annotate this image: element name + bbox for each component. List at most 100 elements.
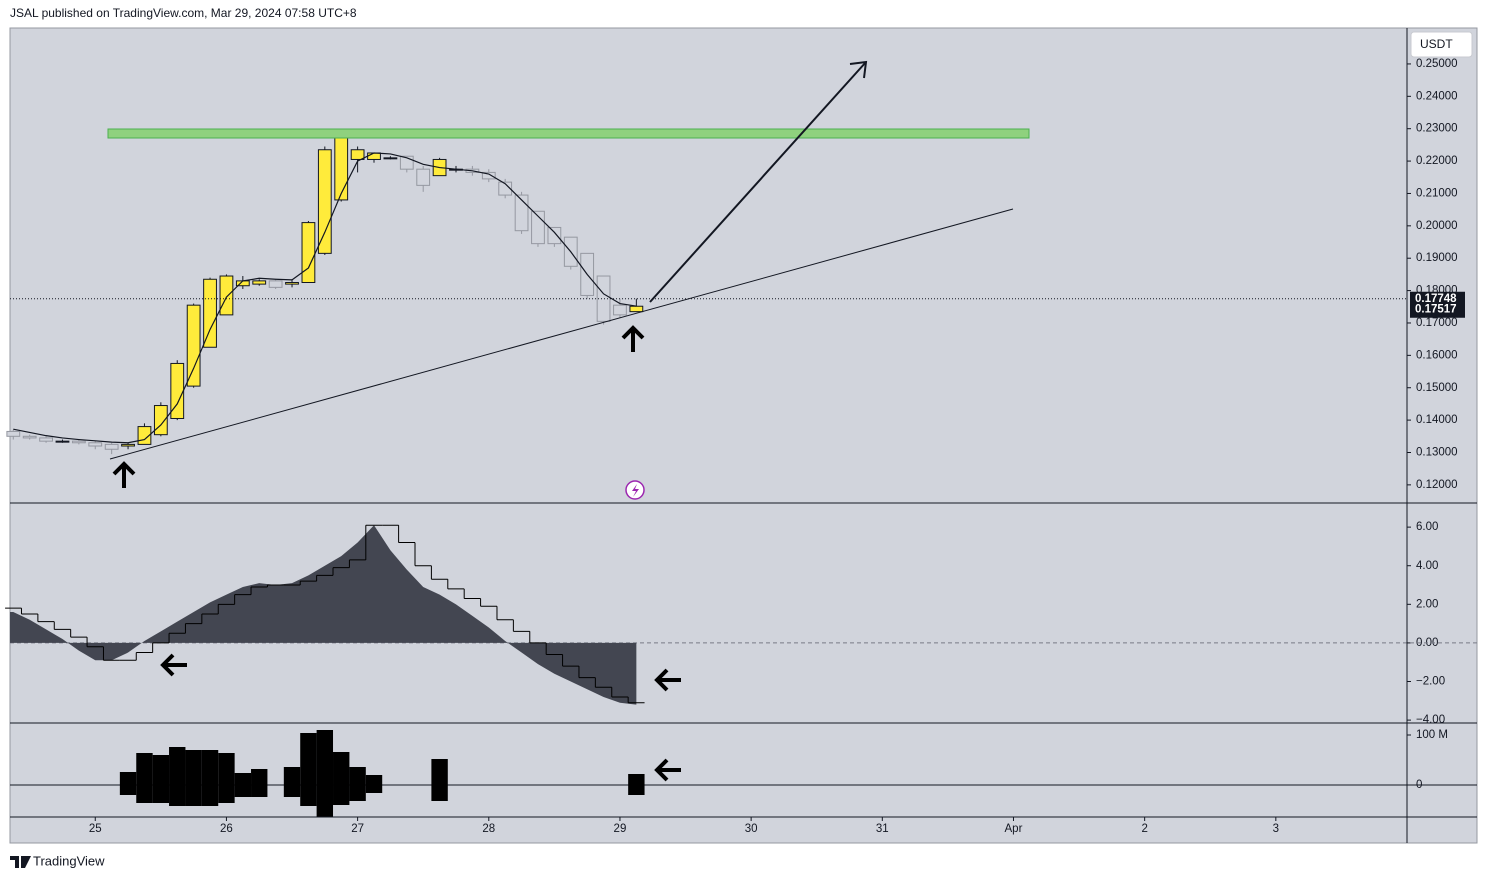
volume-bar	[169, 785, 186, 806]
left-arrow	[654, 668, 681, 692]
up-arrow	[621, 325, 645, 352]
candle-body	[367, 152, 381, 160]
x-tick-label: 25	[89, 823, 102, 835]
candle-body	[203, 278, 217, 348]
y-tick-label: 0.19000	[1416, 252, 1458, 264]
y-tick-label: 0.15000	[1416, 382, 1458, 394]
publish-header: JSAL published on TradingView.com, Mar 2…	[10, 6, 357, 20]
volume-bar	[316, 785, 334, 817]
currency-label: USDT	[1420, 37, 1453, 51]
candle-body	[55, 440, 70, 443]
volume-bar	[365, 775, 383, 785]
candle-body	[6, 430, 21, 437]
candle-body	[104, 443, 119, 450]
price-label: 0.17748	[1415, 293, 1457, 305]
volume-bar	[185, 785, 202, 806]
volume-bar	[628, 774, 645, 785]
candle-body	[268, 280, 283, 288]
candle-body	[121, 443, 135, 447]
y-tick-label: 0.21000	[1416, 187, 1458, 199]
candle-body	[334, 136, 349, 201]
volume-bar	[119, 772, 137, 785]
y-tick-label: −2.00	[1416, 676, 1445, 688]
y-tick-label: 100 M	[1416, 729, 1448, 741]
y-tick-label: 0.25000	[1416, 58, 1458, 70]
x-tick-label: 27	[351, 823, 364, 835]
candle-body	[416, 168, 431, 186]
oscillator-area	[10, 525, 637, 705]
volume-bar	[251, 769, 268, 785]
candle-body	[71, 440, 86, 444]
up-arrow	[112, 461, 136, 488]
y-tick-label: 0.23000	[1416, 123, 1458, 135]
volume-bar	[136, 785, 153, 803]
marks: 25 26 27 28 29 30 31 Apr 2 3 0.12000 0.13000 0.14000…	[5, 58, 1477, 835]
x-tick-label: 28	[482, 823, 495, 835]
y-tick-label: 0.12000	[1416, 479, 1458, 491]
y-tick-label: 0.16000	[1416, 349, 1458, 361]
y-tick-label: 0.17000	[1416, 317, 1458, 329]
volume-bar	[218, 753, 235, 785]
logo-mark	[10, 856, 31, 868]
volume-bar	[283, 767, 301, 785]
candle-body	[252, 280, 267, 285]
y-tick-label: 0.14000	[1416, 414, 1458, 426]
trend-line	[109, 208, 1014, 460]
candle-body	[481, 171, 496, 180]
x-tick-label: 26	[220, 823, 233, 835]
volume-bar	[152, 785, 170, 803]
candle-body	[498, 181, 513, 196]
footer-brand: TradingView	[33, 853, 105, 868]
left-arrow	[654, 758, 681, 782]
candle-body	[547, 226, 562, 245]
candle-body	[350, 149, 365, 160]
volume-bar	[201, 750, 219, 785]
y-tick-label: −4.00	[1416, 714, 1445, 726]
y-tick-label: 6.00	[1416, 521, 1438, 533]
candle-body	[629, 305, 644, 313]
volume-bar	[136, 753, 153, 785]
candle-body	[514, 194, 529, 232]
volume-bar	[218, 785, 235, 803]
candle-body	[613, 304, 627, 316]
candle-body	[219, 275, 234, 316]
volume-bar	[349, 785, 366, 801]
price-label: 0.17517	[1415, 303, 1457, 315]
y-tick-label: 4.00	[1416, 560, 1438, 572]
candle-body	[317, 149, 332, 254]
left-arrow	[160, 653, 187, 677]
resistance-zone	[107, 128, 1030, 139]
y-tick-label: 0.13000	[1416, 447, 1458, 459]
y-tick-label: 0.22000	[1416, 155, 1458, 167]
drawing-arrows	[112, 325, 681, 782]
volume-bar	[283, 785, 301, 797]
volume-bar	[300, 733, 317, 785]
x-tick-label: 29	[614, 823, 627, 835]
y-tick-label: 0.20000	[1416, 220, 1458, 232]
candle-body	[596, 275, 611, 322]
candle-body	[301, 222, 316, 283]
candle-body	[383, 157, 398, 160]
y-tick-label: 0.24000	[1416, 90, 1458, 102]
volume-bar	[300, 785, 317, 806]
y-tick-label: 2.00	[1416, 598, 1438, 610]
x-tick-label: 30	[745, 823, 758, 835]
volume-bar	[316, 730, 334, 785]
volume-bar	[234, 785, 252, 797]
volume-bar	[234, 773, 252, 785]
moving-average	[13, 152, 637, 444]
x-tick-label: 31	[876, 823, 889, 835]
arrow-head	[849, 60, 868, 79]
volume-bar	[119, 785, 137, 795]
volume-bar	[169, 747, 186, 785]
candle-body	[22, 435, 37, 439]
candle-body	[285, 281, 299, 285]
candle-body	[39, 437, 53, 442]
volume-bar	[365, 785, 383, 793]
chart-frame	[9, 27, 1478, 844]
volume-bar	[628, 785, 645, 795]
volume-bar	[152, 755, 170, 785]
currency-box[interactable]	[1410, 31, 1473, 58]
event-bolt	[632, 484, 639, 497]
